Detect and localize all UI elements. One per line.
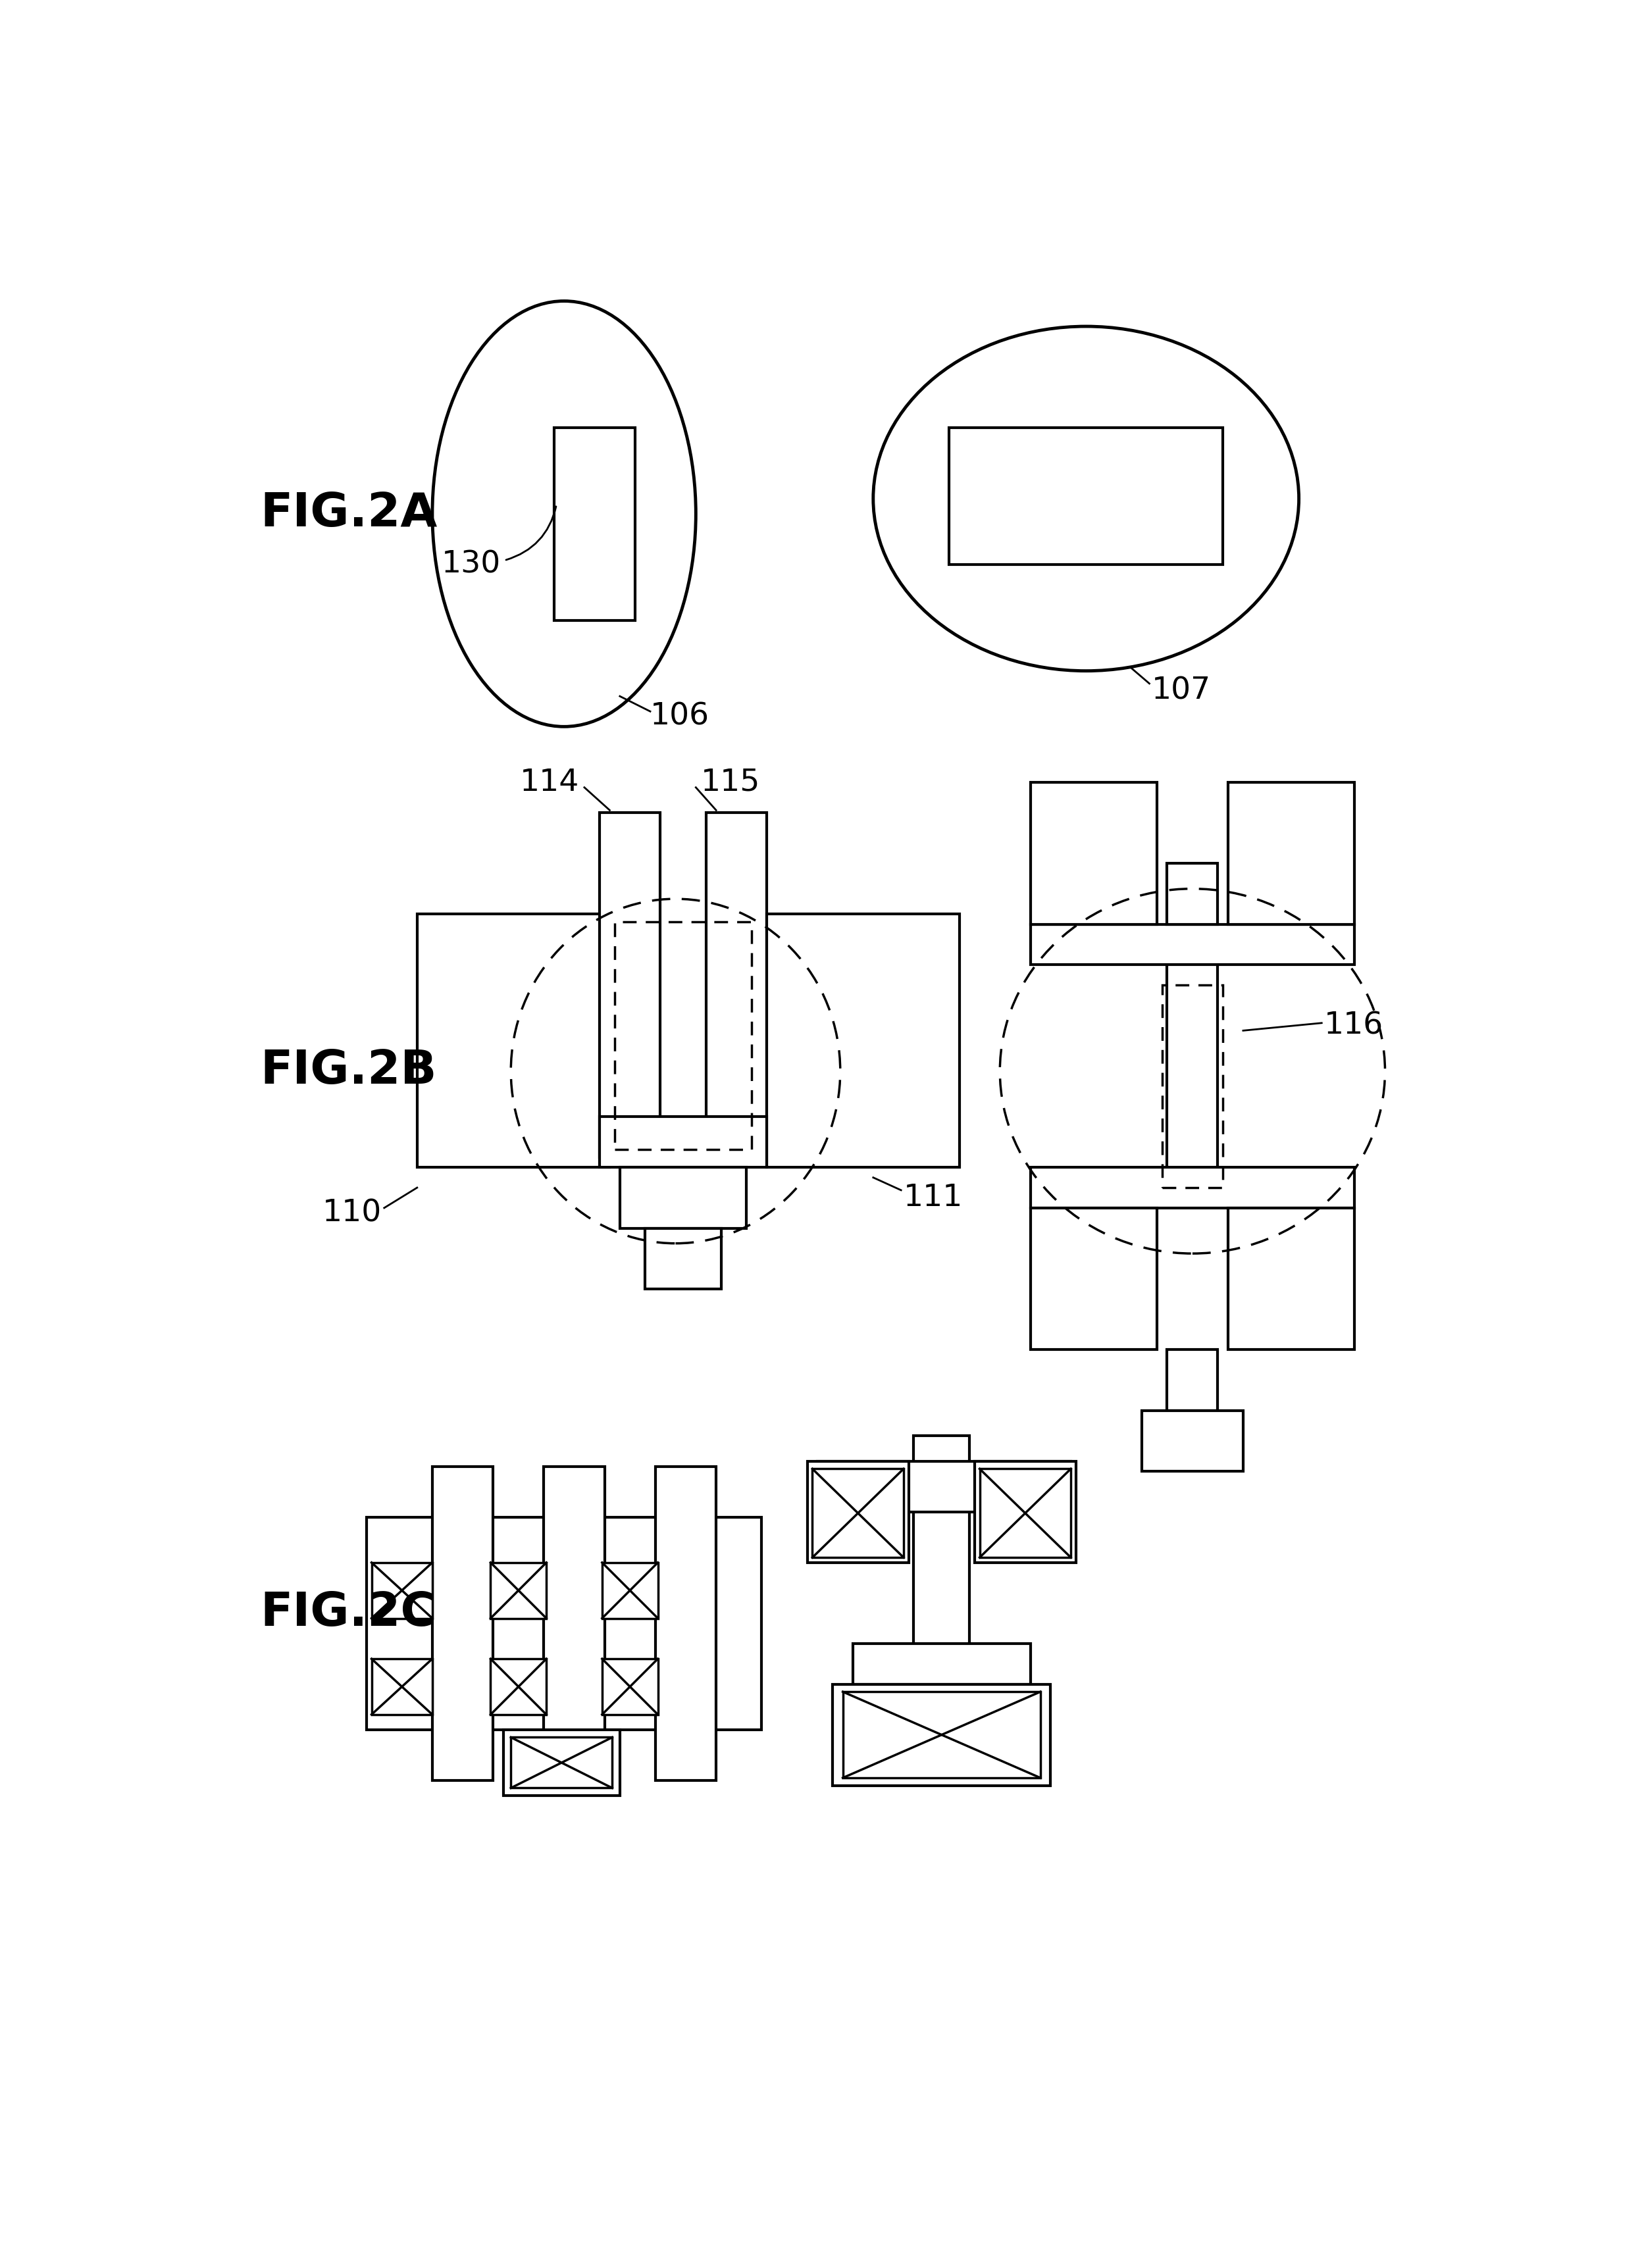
Bar [417,914,609,1168]
Text: 116: 116 [1323,1012,1384,1041]
Bar [832,1685,1051,1785]
Bar [491,1658,547,1715]
Bar [432,1467,493,1780]
Bar [371,1563,432,1619]
Bar [706,812,767,1157]
Bar [980,1470,1071,1558]
Text: 130: 130 [442,549,501,578]
Bar [1167,934,1218,1198]
Bar [808,1461,908,1563]
Bar [1141,1411,1243,1472]
Bar [511,1737,612,1787]
Bar [655,1467,716,1780]
Bar [553,429,635,619]
Bar [1030,1168,1355,1209]
Bar [491,1563,547,1619]
Bar [949,429,1223,565]
Text: FIG.2B: FIG.2B [259,1048,437,1093]
Text: 110: 110 [322,1198,381,1227]
Ellipse shape [874,327,1299,671]
Bar [603,1658,658,1715]
Bar [975,1461,1076,1563]
Text: 111: 111 [903,1184,964,1213]
Text: FIG.2C: FIG.2C [259,1590,435,1635]
Bar [767,914,959,1168]
Bar [1030,923,1355,964]
Bar [1167,864,1218,923]
Bar [599,1116,767,1168]
Bar [366,1517,762,1730]
Bar [1228,1209,1355,1349]
Bar [599,812,660,1157]
Text: 114: 114 [521,767,580,796]
Text: 115: 115 [701,767,760,796]
Text: FIG.2A: FIG.2A [259,492,437,538]
Bar [502,1730,619,1796]
Bar [842,1692,1041,1778]
Bar [619,1168,747,1229]
Bar [614,921,752,1150]
Bar [913,1436,969,1685]
Bar [645,1229,721,1288]
Bar [371,1658,432,1715]
Text: 106: 106 [650,701,709,730]
Bar [603,1563,658,1619]
Bar [813,1470,903,1558]
Bar [1030,1209,1158,1349]
Ellipse shape [432,302,696,726]
Bar [1030,782,1158,923]
Text: 107: 107 [1153,676,1212,705]
Bar [1167,1349,1218,1411]
Bar [818,1461,1071,1513]
Bar [544,1467,604,1780]
Bar [852,1644,1030,1685]
Bar [1163,984,1223,1188]
Bar [1228,782,1355,923]
